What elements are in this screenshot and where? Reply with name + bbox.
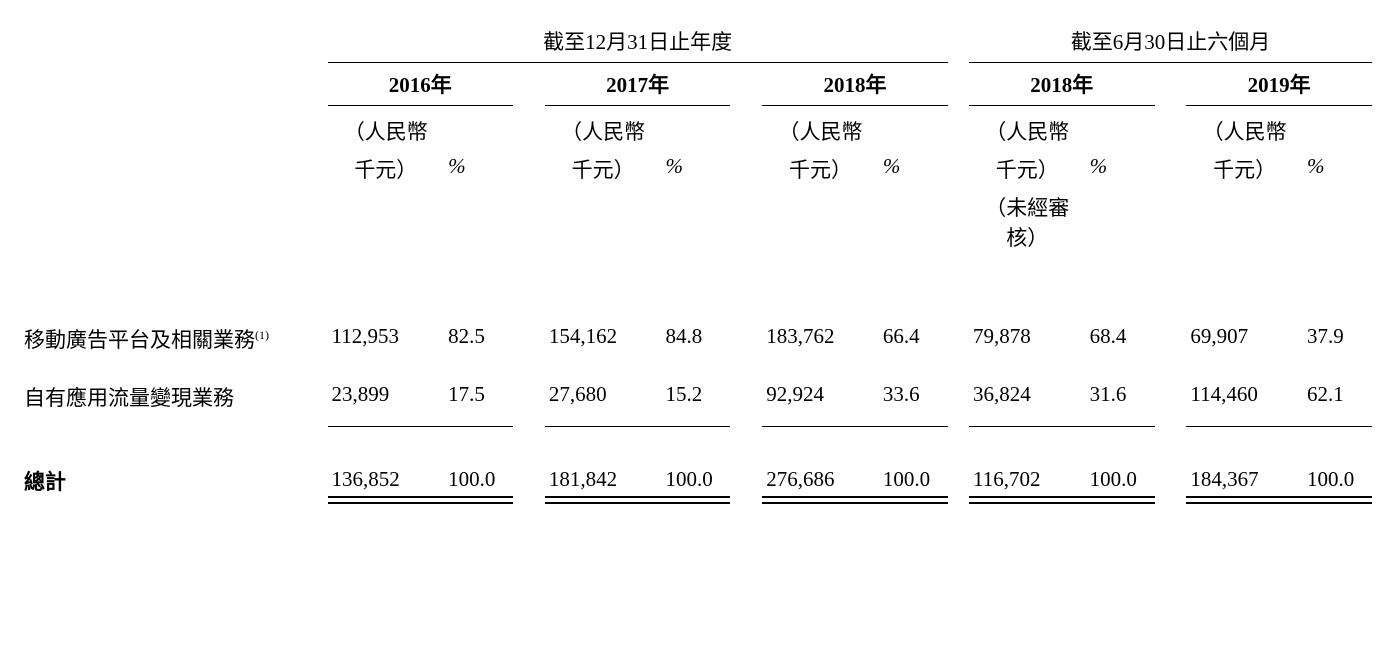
total-row: 總計 136,852 100.0 181,842 100.0 276,686 1…: [20, 426, 1372, 502]
cell-value: 183,762: [762, 310, 879, 368]
unit-label: （人民幣: [762, 106, 879, 149]
year-2018-annual: 2018年: [762, 63, 948, 106]
total-value: 136,852: [328, 426, 445, 502]
table-row: 移動廣告平台及相關業務(1) 112,953 82.5 154,162 84.8…: [20, 310, 1372, 368]
unaudited-note: （未經審核）: [969, 190, 1086, 258]
cell-pct: 82.5: [444, 310, 513, 368]
cell-pct: 37.9: [1303, 310, 1372, 368]
year-2019-h1: 2019年: [1186, 63, 1372, 106]
cell-value: 114,460: [1186, 368, 1303, 426]
row-label: 自有應用流量變現業務: [20, 368, 328, 426]
cell-pct: 33.6: [879, 368, 948, 426]
unit-label2: 千元）: [545, 148, 662, 190]
cell-pct: 15.2: [662, 368, 731, 426]
total-label: 總計: [20, 426, 328, 502]
total-value: 184,367: [1186, 426, 1303, 502]
period2-header: 截至6月30日止六個月: [969, 20, 1372, 63]
footnote-marker: (1): [255, 328, 269, 342]
year-2017: 2017年: [545, 63, 731, 106]
cell-value: 23,899: [328, 368, 445, 426]
unit-label: （人民幣: [969, 106, 1086, 149]
cell-pct: 17.5: [444, 368, 513, 426]
cell-pct: 31.6: [1086, 368, 1155, 426]
cell-value: 154,162: [545, 310, 662, 368]
table-row: 自有應用流量變現業務 23,899 17.5 27,680 15.2 92,92…: [20, 368, 1372, 426]
cell-value: 112,953: [328, 310, 445, 368]
unit-label2: 千元）: [762, 148, 879, 190]
cell-pct: 66.4: [879, 310, 948, 368]
pct-header: %: [1086, 148, 1155, 190]
year-2018-h1: 2018年: [969, 63, 1155, 106]
total-pct: 100.0: [1086, 426, 1155, 502]
total-pct: 100.0: [444, 426, 513, 502]
cell-pct: 84.8: [662, 310, 731, 368]
cell-value: 27,680: [545, 368, 662, 426]
year-2016: 2016年: [328, 63, 514, 106]
total-pct: 100.0: [879, 426, 948, 502]
total-pct: 100.0: [662, 426, 731, 502]
total-value: 116,702: [969, 426, 1086, 502]
cell-value: 92,924: [762, 368, 879, 426]
total-pct: 100.0: [1303, 426, 1372, 502]
period1-header: 截至12月31日止年度: [328, 20, 948, 63]
unit-label: （人民幣: [1186, 106, 1303, 149]
unit-label: （人民幣: [545, 106, 662, 149]
cell-value: 36,824: [969, 368, 1086, 426]
row-label: 移動廣告平台及相關業務(1): [20, 310, 328, 368]
total-value: 276,686: [762, 426, 879, 502]
pct-header: %: [1303, 148, 1372, 190]
cell-pct: 68.4: [1086, 310, 1155, 368]
pct-header: %: [444, 148, 513, 190]
unit-label2: 千元）: [328, 148, 445, 190]
cell-value: 79,878: [969, 310, 1086, 368]
cell-pct: 62.1: [1303, 368, 1372, 426]
pct-header: %: [662, 148, 731, 190]
financial-table: 截至12月31日止年度 截至6月30日止六個月 2016年 2017年 2018…: [20, 20, 1372, 502]
unit-label2: 千元）: [1186, 148, 1303, 190]
total-value: 181,842: [545, 426, 662, 502]
unit-label2: 千元）: [969, 148, 1086, 190]
cell-value: 69,907: [1186, 310, 1303, 368]
pct-header: %: [879, 148, 948, 190]
unit-label: （人民幣: [328, 106, 445, 149]
